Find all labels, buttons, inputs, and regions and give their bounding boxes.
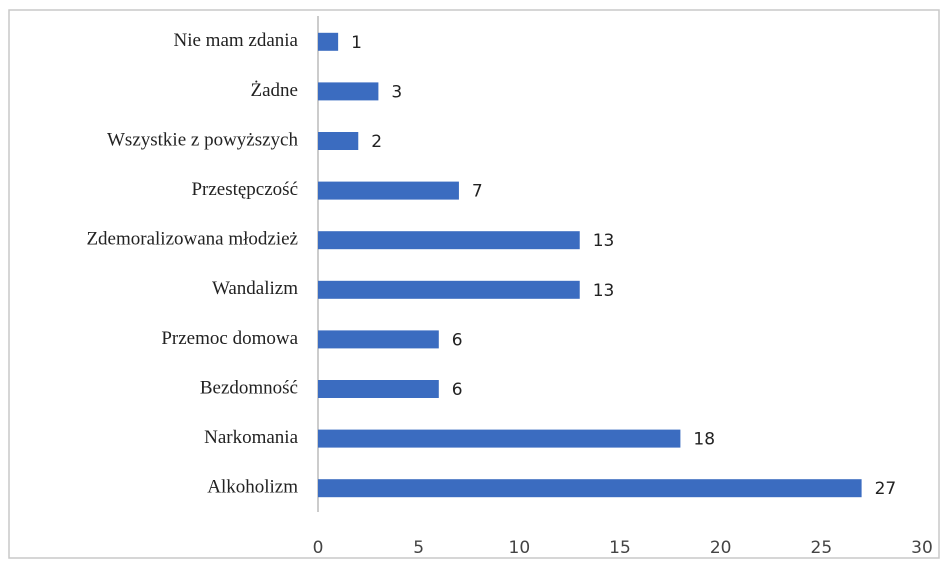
y-tick-label: Wszystkie z powyższych bbox=[107, 129, 298, 150]
value-label: 1 bbox=[351, 33, 362, 53]
bar bbox=[318, 429, 681, 448]
value-label: 7 bbox=[472, 182, 483, 202]
bar bbox=[318, 380, 439, 398]
value-label: 13 bbox=[593, 231, 615, 251]
y-tick-label: Zdemoralizowana młodzież bbox=[86, 229, 298, 250]
x-tick-label: 15 bbox=[609, 538, 631, 558]
x-tick-label: 10 bbox=[509, 538, 531, 558]
value-label: 2 bbox=[371, 132, 382, 152]
y-tick-label: Przemoc domowa bbox=[161, 328, 298, 349]
bar bbox=[318, 181, 459, 200]
y-tick-label: Alkoholizm bbox=[207, 477, 298, 498]
x-tick-label: 20 bbox=[710, 538, 732, 558]
y-tick-label: Nie mam zdania bbox=[173, 30, 298, 51]
bar bbox=[318, 231, 580, 250]
value-label: 6 bbox=[452, 380, 463, 400]
value-label: 18 bbox=[693, 430, 715, 450]
y-tick-label: Żadne bbox=[251, 80, 298, 101]
value-label: 27 bbox=[875, 479, 897, 499]
bar bbox=[318, 32, 339, 51]
chart-frame bbox=[8, 9, 940, 559]
x-tick-label: 25 bbox=[811, 538, 833, 558]
bar bbox=[318, 479, 862, 498]
y-tick-label: Wandalizm bbox=[212, 278, 298, 299]
bar bbox=[318, 330, 439, 349]
value-label: 3 bbox=[391, 82, 402, 102]
value-label: 13 bbox=[593, 281, 615, 301]
y-tick-label: Przestępczość bbox=[191, 179, 298, 200]
value-label: 6 bbox=[452, 330, 463, 350]
bar bbox=[318, 280, 580, 299]
x-tick-label: 0 bbox=[313, 538, 324, 558]
x-tick-label: 5 bbox=[413, 538, 424, 558]
x-tick-label: 30 bbox=[911, 538, 933, 558]
bar bbox=[318, 82, 379, 101]
bar bbox=[318, 132, 359, 150]
y-tick-label: Bezdomność bbox=[200, 377, 298, 398]
y-tick-label: Narkomania bbox=[204, 427, 298, 448]
